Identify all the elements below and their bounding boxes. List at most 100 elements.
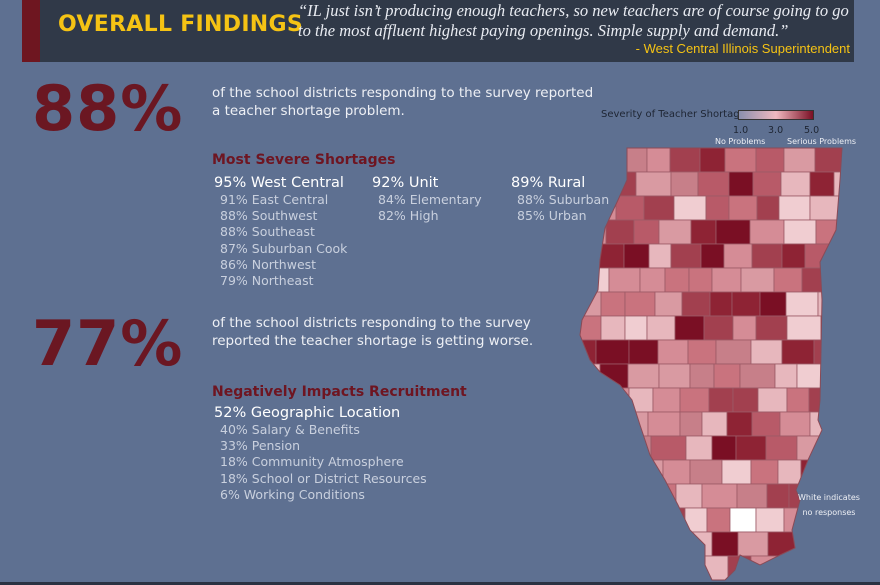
county-region — [685, 435, 713, 461]
county-region — [740, 267, 775, 293]
county-region — [785, 291, 819, 317]
county-region — [755, 507, 785, 533]
county-region — [705, 195, 730, 221]
lead-stat: 52% Geographic Location — [214, 405, 401, 421]
county-region — [607, 459, 635, 485]
county-region — [757, 387, 788, 413]
note-line: White indicates — [798, 493, 860, 502]
county-region — [595, 339, 630, 365]
county-region — [826, 435, 842, 461]
list-item: 18% Community Atmosphere — [220, 454, 404, 470]
county-region — [796, 363, 822, 389]
county-region — [590, 195, 617, 221]
county-region — [580, 459, 609, 485]
county-region — [706, 507, 731, 533]
county-region — [633, 507, 658, 533]
county-region — [713, 363, 741, 389]
list-item: 18% School or District Resources — [220, 470, 427, 486]
county-region — [849, 316, 880, 340]
county-region — [838, 555, 842, 580]
county-region — [781, 243, 806, 269]
list-item: 79% Northeast — [220, 273, 314, 289]
bottom-bar — [0, 582, 880, 585]
county-region — [813, 339, 842, 365]
state-outline — [579, 147, 843, 581]
county-region — [612, 171, 637, 197]
list-item: 84% Elementary — [378, 192, 482, 207]
county-region — [669, 148, 701, 173]
county-region — [646, 315, 676, 341]
county-region — [600, 291, 626, 317]
county-region — [651, 531, 683, 557]
county-region — [844, 148, 868, 172]
county-region — [699, 148, 726, 173]
county-region — [727, 555, 752, 580]
county-region — [600, 411, 627, 437]
county-region — [834, 459, 842, 485]
county-region — [684, 507, 708, 533]
county-region — [618, 148, 648, 173]
county-region — [774, 363, 798, 389]
county-region — [703, 315, 734, 341]
county-region — [664, 267, 690, 293]
county-region — [809, 195, 842, 221]
county-region — [673, 195, 707, 221]
county-region — [657, 555, 682, 580]
county-region — [654, 291, 683, 317]
county-region — [592, 243, 625, 269]
county-region — [689, 459, 723, 485]
county-region — [777, 459, 802, 485]
severe-column-district-type: 92% Unit 84% Elementary 82% High — [372, 175, 482, 224]
stat-88-percent: 88% — [32, 72, 184, 145]
county-region — [580, 555, 607, 580]
county-region — [721, 459, 752, 485]
county-region — [580, 267, 610, 293]
county-region — [732, 387, 759, 413]
county-region — [628, 339, 659, 365]
county-region — [599, 363, 629, 389]
county-region — [776, 555, 806, 580]
county-region — [849, 268, 874, 292]
county-region — [704, 555, 729, 580]
county-region — [728, 171, 754, 197]
note-line: no responses — [802, 508, 856, 517]
county-region — [580, 171, 614, 197]
county-region — [650, 483, 677, 509]
county-region — [778, 195, 811, 221]
county-region — [623, 243, 650, 269]
county-region — [809, 411, 842, 437]
county-region — [711, 267, 742, 293]
county-region — [796, 435, 828, 461]
county-region — [681, 291, 711, 317]
county-region — [618, 435, 652, 461]
county-region — [624, 483, 652, 509]
county-region — [701, 411, 728, 437]
county-region — [711, 531, 739, 557]
county-region — [750, 339, 783, 365]
county-region — [605, 219, 635, 245]
county-region — [780, 171, 811, 197]
county-region — [732, 315, 757, 341]
county-region — [840, 387, 842, 413]
county-region — [783, 148, 816, 173]
severe-column-locale: 89% Rural 88% Suburban 85% Urban — [511, 175, 609, 224]
county-region — [808, 387, 842, 413]
county-region — [643, 195, 675, 221]
list-item: 88% Suburban — [517, 192, 610, 207]
county-region — [709, 291, 733, 317]
county-region — [843, 340, 877, 364]
county-region — [633, 459, 664, 485]
county-region — [680, 555, 706, 580]
county-region — [809, 171, 835, 197]
county-region — [635, 171, 672, 197]
county-region — [650, 435, 687, 461]
county-region — [658, 219, 692, 245]
list-item: 85% Urban — [517, 208, 587, 224]
county-region — [750, 555, 778, 580]
county-region — [804, 555, 840, 580]
county-region — [804, 243, 840, 269]
county-region — [580, 291, 602, 317]
county-region — [674, 315, 705, 341]
county-region — [844, 532, 866, 556]
list-item: 6% Working Conditions — [220, 486, 365, 502]
